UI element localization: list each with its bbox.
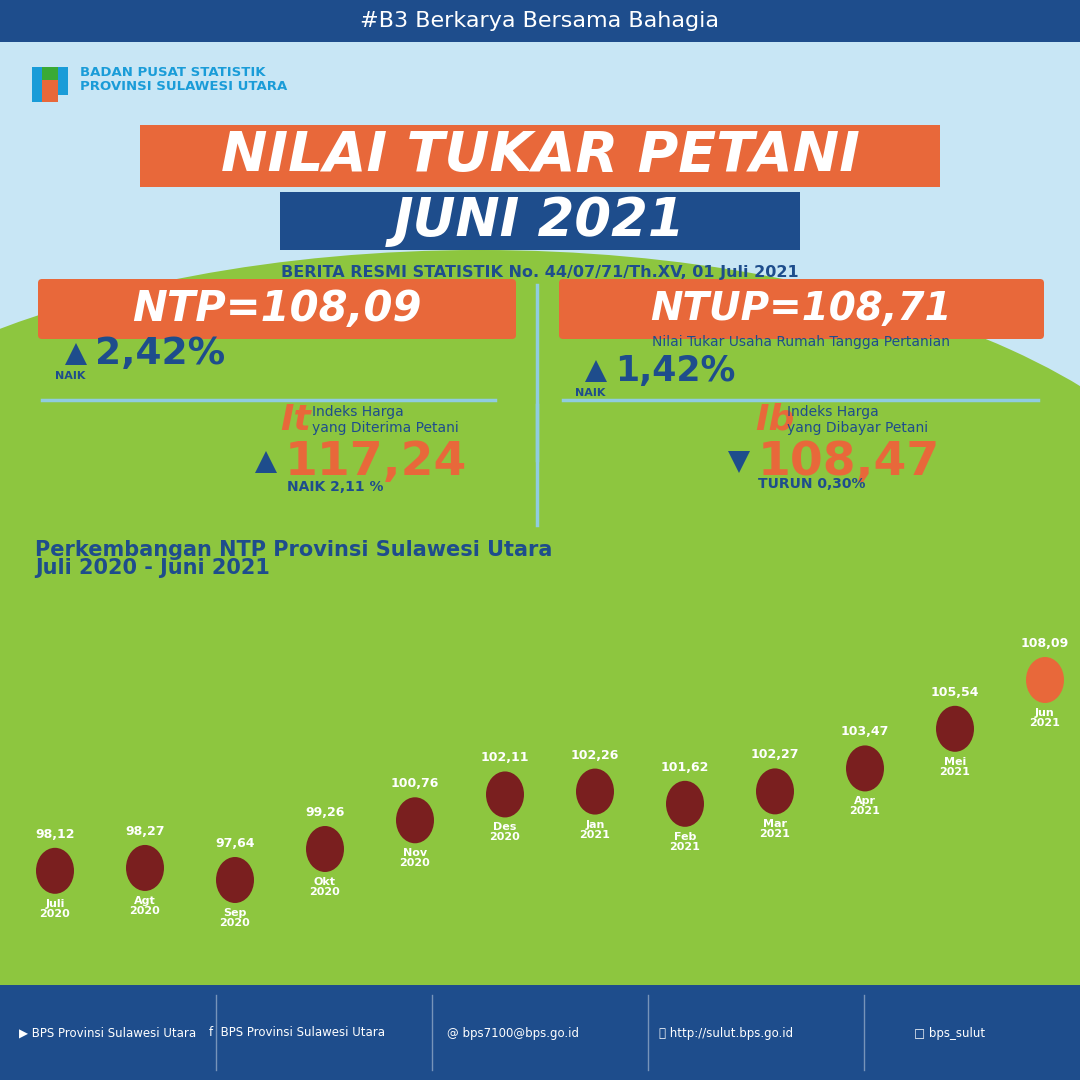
Text: 2020: 2020	[40, 908, 70, 919]
Text: 102,11: 102,11	[481, 752, 529, 765]
Text: yang Dibayar Petani: yang Dibayar Petani	[787, 421, 928, 435]
Bar	[58, 67, 68, 95]
Text: Juli: Juli	[45, 899, 65, 908]
Ellipse shape	[36, 848, 75, 894]
Bar	[0, 985, 1080, 1080]
Polygon shape	[42, 80, 58, 102]
Text: Indeks Harga: Indeks Harga	[312, 405, 404, 419]
Text: yang Diterima Petani: yang Diterima Petani	[312, 421, 459, 435]
Text: 105,54: 105,54	[931, 686, 980, 699]
Text: 2020: 2020	[130, 906, 160, 916]
Text: PROVINSI SULAWESI UTARA: PROVINSI SULAWESI UTARA	[80, 81, 287, 94]
Ellipse shape	[846, 745, 885, 792]
Text: 101,62: 101,62	[661, 760, 710, 774]
Text: 98,12: 98,12	[36, 827, 75, 841]
Text: 2020: 2020	[219, 918, 251, 928]
Bar	[0, 0, 1080, 42]
Text: Des: Des	[494, 823, 516, 833]
Text: Jun: Jun	[1035, 708, 1055, 718]
Text: It: It	[280, 403, 311, 437]
FancyBboxPatch shape	[280, 192, 800, 249]
Text: 108,09: 108,09	[1021, 637, 1069, 650]
Ellipse shape	[396, 797, 434, 843]
Text: 2,42%: 2,42%	[95, 336, 226, 372]
Text: 102,27: 102,27	[751, 748, 799, 761]
Text: Jan: Jan	[585, 820, 605, 829]
Text: 2021: 2021	[580, 829, 610, 839]
Text: 103,47: 103,47	[841, 726, 889, 739]
Text: NTUP=108,71: NTUP=108,71	[650, 291, 951, 328]
Text: 97,64: 97,64	[215, 837, 255, 850]
Ellipse shape	[1026, 657, 1064, 703]
Text: Indeks Harga: Indeks Harga	[787, 405, 879, 419]
Text: 2021: 2021	[1029, 718, 1061, 728]
Bar	[0, 595, 1080, 985]
FancyBboxPatch shape	[140, 125, 940, 187]
Text: 2020: 2020	[489, 833, 521, 842]
Text: Apr: Apr	[854, 796, 876, 807]
Text: 2021: 2021	[670, 841, 701, 852]
Text: 99,26: 99,26	[306, 806, 345, 819]
FancyBboxPatch shape	[559, 279, 1044, 339]
Text: Mar: Mar	[762, 820, 787, 829]
Text: 102,26: 102,26	[571, 748, 619, 761]
Ellipse shape	[0, 249, 1080, 930]
Text: □ bps_sulut: □ bps_sulut	[915, 1026, 986, 1039]
Text: Nov: Nov	[403, 848, 427, 859]
Text: NAIK: NAIK	[575, 388, 605, 399]
Polygon shape	[65, 343, 87, 365]
Ellipse shape	[576, 769, 615, 814]
Text: 2020: 2020	[400, 859, 430, 868]
Polygon shape	[255, 451, 276, 473]
Text: 1,42%: 1,42%	[615, 354, 735, 388]
Text: Feb: Feb	[674, 832, 697, 841]
Text: 2021: 2021	[850, 807, 880, 816]
Text: TURUN 0,30%: TURUN 0,30%	[758, 477, 865, 491]
Text: JUNI 2021: JUNI 2021	[394, 195, 686, 247]
Text: 2021: 2021	[940, 767, 971, 777]
Text: Ib: Ib	[755, 403, 795, 437]
Bar	[42, 67, 58, 80]
Ellipse shape	[756, 768, 794, 814]
Text: ⦾ http://sulut.bps.go.id: ⦾ http://sulut.bps.go.id	[659, 1026, 793, 1039]
Text: ▶ BPS Provinsi Sulawesi Utara: ▶ BPS Provinsi Sulawesi Utara	[19, 1026, 197, 1039]
Text: Mei: Mei	[944, 757, 967, 767]
Text: Juli 2020 - Juni 2021: Juli 2020 - Juni 2021	[35, 558, 270, 578]
Text: NILAI TUKAR PETANI: NILAI TUKAR PETANI	[220, 129, 860, 183]
Text: Perkembangan NTP Provinsi Sulawesi Utara: Perkembangan NTP Provinsi Sulawesi Utara	[35, 540, 552, 561]
Text: 100,76: 100,76	[391, 778, 440, 791]
Ellipse shape	[306, 826, 345, 872]
Text: #B3 Berkarya Bersama Bahagia: #B3 Berkarya Bersama Bahagia	[361, 11, 719, 31]
Text: Sep: Sep	[224, 908, 246, 918]
Polygon shape	[585, 360, 607, 382]
Text: 2020: 2020	[310, 887, 340, 897]
Text: NAIK: NAIK	[55, 372, 85, 381]
Ellipse shape	[486, 771, 524, 818]
FancyBboxPatch shape	[38, 279, 516, 339]
Text: 98,27: 98,27	[125, 825, 165, 838]
Text: BADAN PUSAT STATISTIK: BADAN PUSAT STATISTIK	[80, 67, 266, 80]
Text: 117,24: 117,24	[285, 440, 468, 485]
Text: 2021: 2021	[759, 829, 791, 839]
Ellipse shape	[936, 706, 974, 752]
Ellipse shape	[126, 845, 164, 891]
Text: Nilai Tukar Usaha Rumah Tangga Pertanian: Nilai Tukar Usaha Rumah Tangga Pertanian	[652, 335, 950, 349]
Text: NTP=108,09: NTP=108,09	[132, 288, 422, 330]
Ellipse shape	[216, 858, 254, 903]
Bar	[32, 67, 42, 102]
Text: 108,47: 108,47	[758, 440, 941, 485]
Polygon shape	[728, 451, 750, 473]
Text: @ bps7100@bps.go.id: @ bps7100@bps.go.id	[447, 1026, 579, 1039]
Text: f  BPS Provinsi Sulawesi Utara: f BPS Provinsi Sulawesi Utara	[210, 1026, 384, 1039]
Text: NAIK 2,11 %: NAIK 2,11 %	[287, 480, 383, 494]
Text: Okt: Okt	[314, 877, 336, 887]
Text: Agt: Agt	[134, 896, 156, 906]
Ellipse shape	[666, 781, 704, 827]
Text: BERITA RESMI STATISTIK No. 44/07/71/Th.XV, 01 Juli 2021: BERITA RESMI STATISTIK No. 44/07/71/Th.X…	[281, 265, 799, 280]
